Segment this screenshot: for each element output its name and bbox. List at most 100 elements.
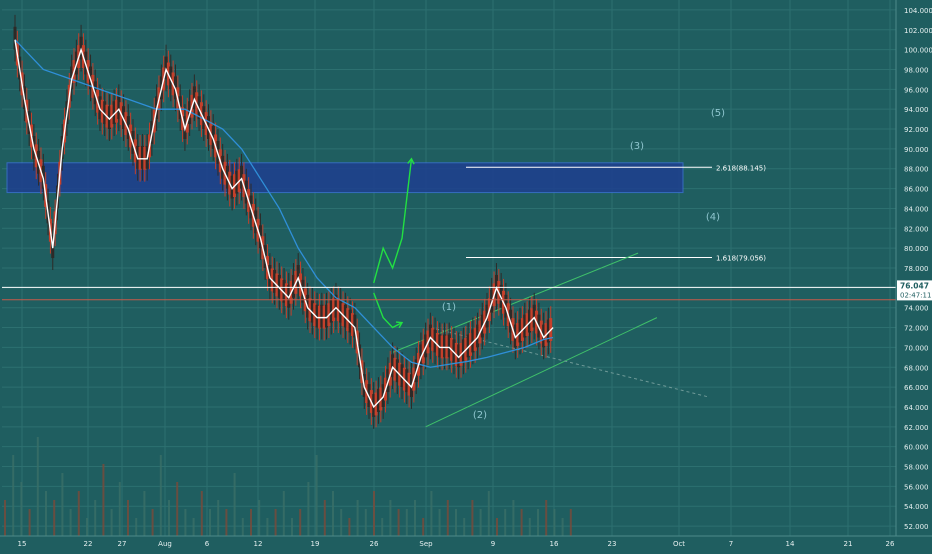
volume-bar [430,491,433,536]
volume-bar [545,500,548,536]
candle-body [112,101,116,125]
volume-bar [258,500,261,536]
volume-bar [561,518,564,536]
wave-label: (4) [706,212,720,223]
candle-body [329,299,333,323]
y-tick-label: 60.000 [904,444,929,452]
candle-body [433,329,437,353]
volume-bar [53,500,56,536]
volume-bar [241,518,244,536]
volume-bar [69,509,72,536]
y-tick-label: 70.000 [904,344,929,352]
volume-bar [332,491,334,536]
volume-bar [192,518,195,536]
x-tick-label: 16 [550,540,559,548]
volume-bar [528,518,531,536]
x-tick-label: 26 [886,540,895,548]
volume-bar [118,482,121,536]
x-tick-label: 23 [608,540,617,548]
volume-bar [364,509,367,536]
current-price-value: 76.047 [900,281,929,290]
volume-bar [274,509,277,536]
volume-bar [233,473,236,536]
y-tick-label: 82.000 [904,225,929,233]
candle-body [315,304,319,328]
volume-bar [217,500,220,536]
candle-body [461,339,465,363]
volume-bar [414,500,416,536]
y-tick-label: 100.000 [904,47,932,55]
candle-body [438,334,442,358]
current-price-tag-bg [897,280,932,301]
y-tick-label: 52.000 [904,523,929,531]
candle-body [103,101,107,125]
wave-3-path [373,158,413,284]
volume-bar [77,491,80,536]
y-tick-label: 66.000 [904,384,929,392]
candle-body [532,304,536,328]
y-tick-label: 86.000 [904,186,929,194]
x-tick-label: 21 [844,540,853,548]
y-tick-label: 94.000 [904,106,929,114]
volume-bar [512,500,515,536]
x-tick-label: 26 [370,540,379,548]
candle-body [428,324,432,348]
y-tick-label: 84.000 [904,205,929,213]
volume-bar [151,509,154,536]
candle-body [471,329,475,353]
y-tick-label: 68.000 [904,364,929,372]
volume-bar [282,491,285,536]
volume-bar [315,455,318,536]
x-tick-label: 22 [84,540,93,548]
x-tick-label: 15 [18,540,27,548]
candle-body [353,314,357,338]
moving-average-line [14,39,554,368]
volume-bar [356,500,359,536]
wave-label: (2) [473,410,487,421]
candle-body [282,279,286,303]
volume-bar [159,455,162,536]
volume-bar [397,509,400,536]
volume-bar [61,473,64,536]
candle-body [527,309,531,333]
volume-bar [340,509,343,536]
y-tick-label: 98.000 [904,66,929,74]
volume-bar [102,464,105,536]
y-tick-label: 54.000 [904,503,929,511]
y-tick-label: 72.000 [904,325,929,333]
y-tick-label: 74.000 [904,305,929,313]
volume-bar [225,509,228,536]
candle-body [334,294,338,318]
fib-level-label: 1.618(79.056) [716,255,766,263]
candle-body [325,304,329,328]
wave-3-path-arrowhead [407,157,415,165]
volume-bar [20,482,23,536]
volume-bar [422,518,425,536]
price-line [14,39,554,409]
volume-bar [209,509,211,536]
candle-body [405,369,409,393]
candle-body [400,364,404,388]
candle-body [235,170,239,194]
y-tick-label: 102.000 [904,27,932,35]
volume-bar [405,509,408,536]
volume-bar [266,518,269,536]
volume-bar [553,509,556,536]
y-tick-label: 64.000 [904,404,929,412]
volume-bar [373,491,375,536]
volume-bar [12,455,15,536]
candles [13,14,553,429]
wave-label: (3) [630,141,644,152]
candle-body [348,309,352,333]
y-tick-label: 104.000 [904,7,932,15]
y-tick-label: 80.000 [904,245,929,253]
volume-bar [291,518,293,536]
volume-bar [446,500,449,536]
wave-label: (1) [442,302,456,313]
volume-bar [184,509,187,536]
candle-body [273,269,277,293]
wave-4-path-arrowhead [396,321,404,329]
